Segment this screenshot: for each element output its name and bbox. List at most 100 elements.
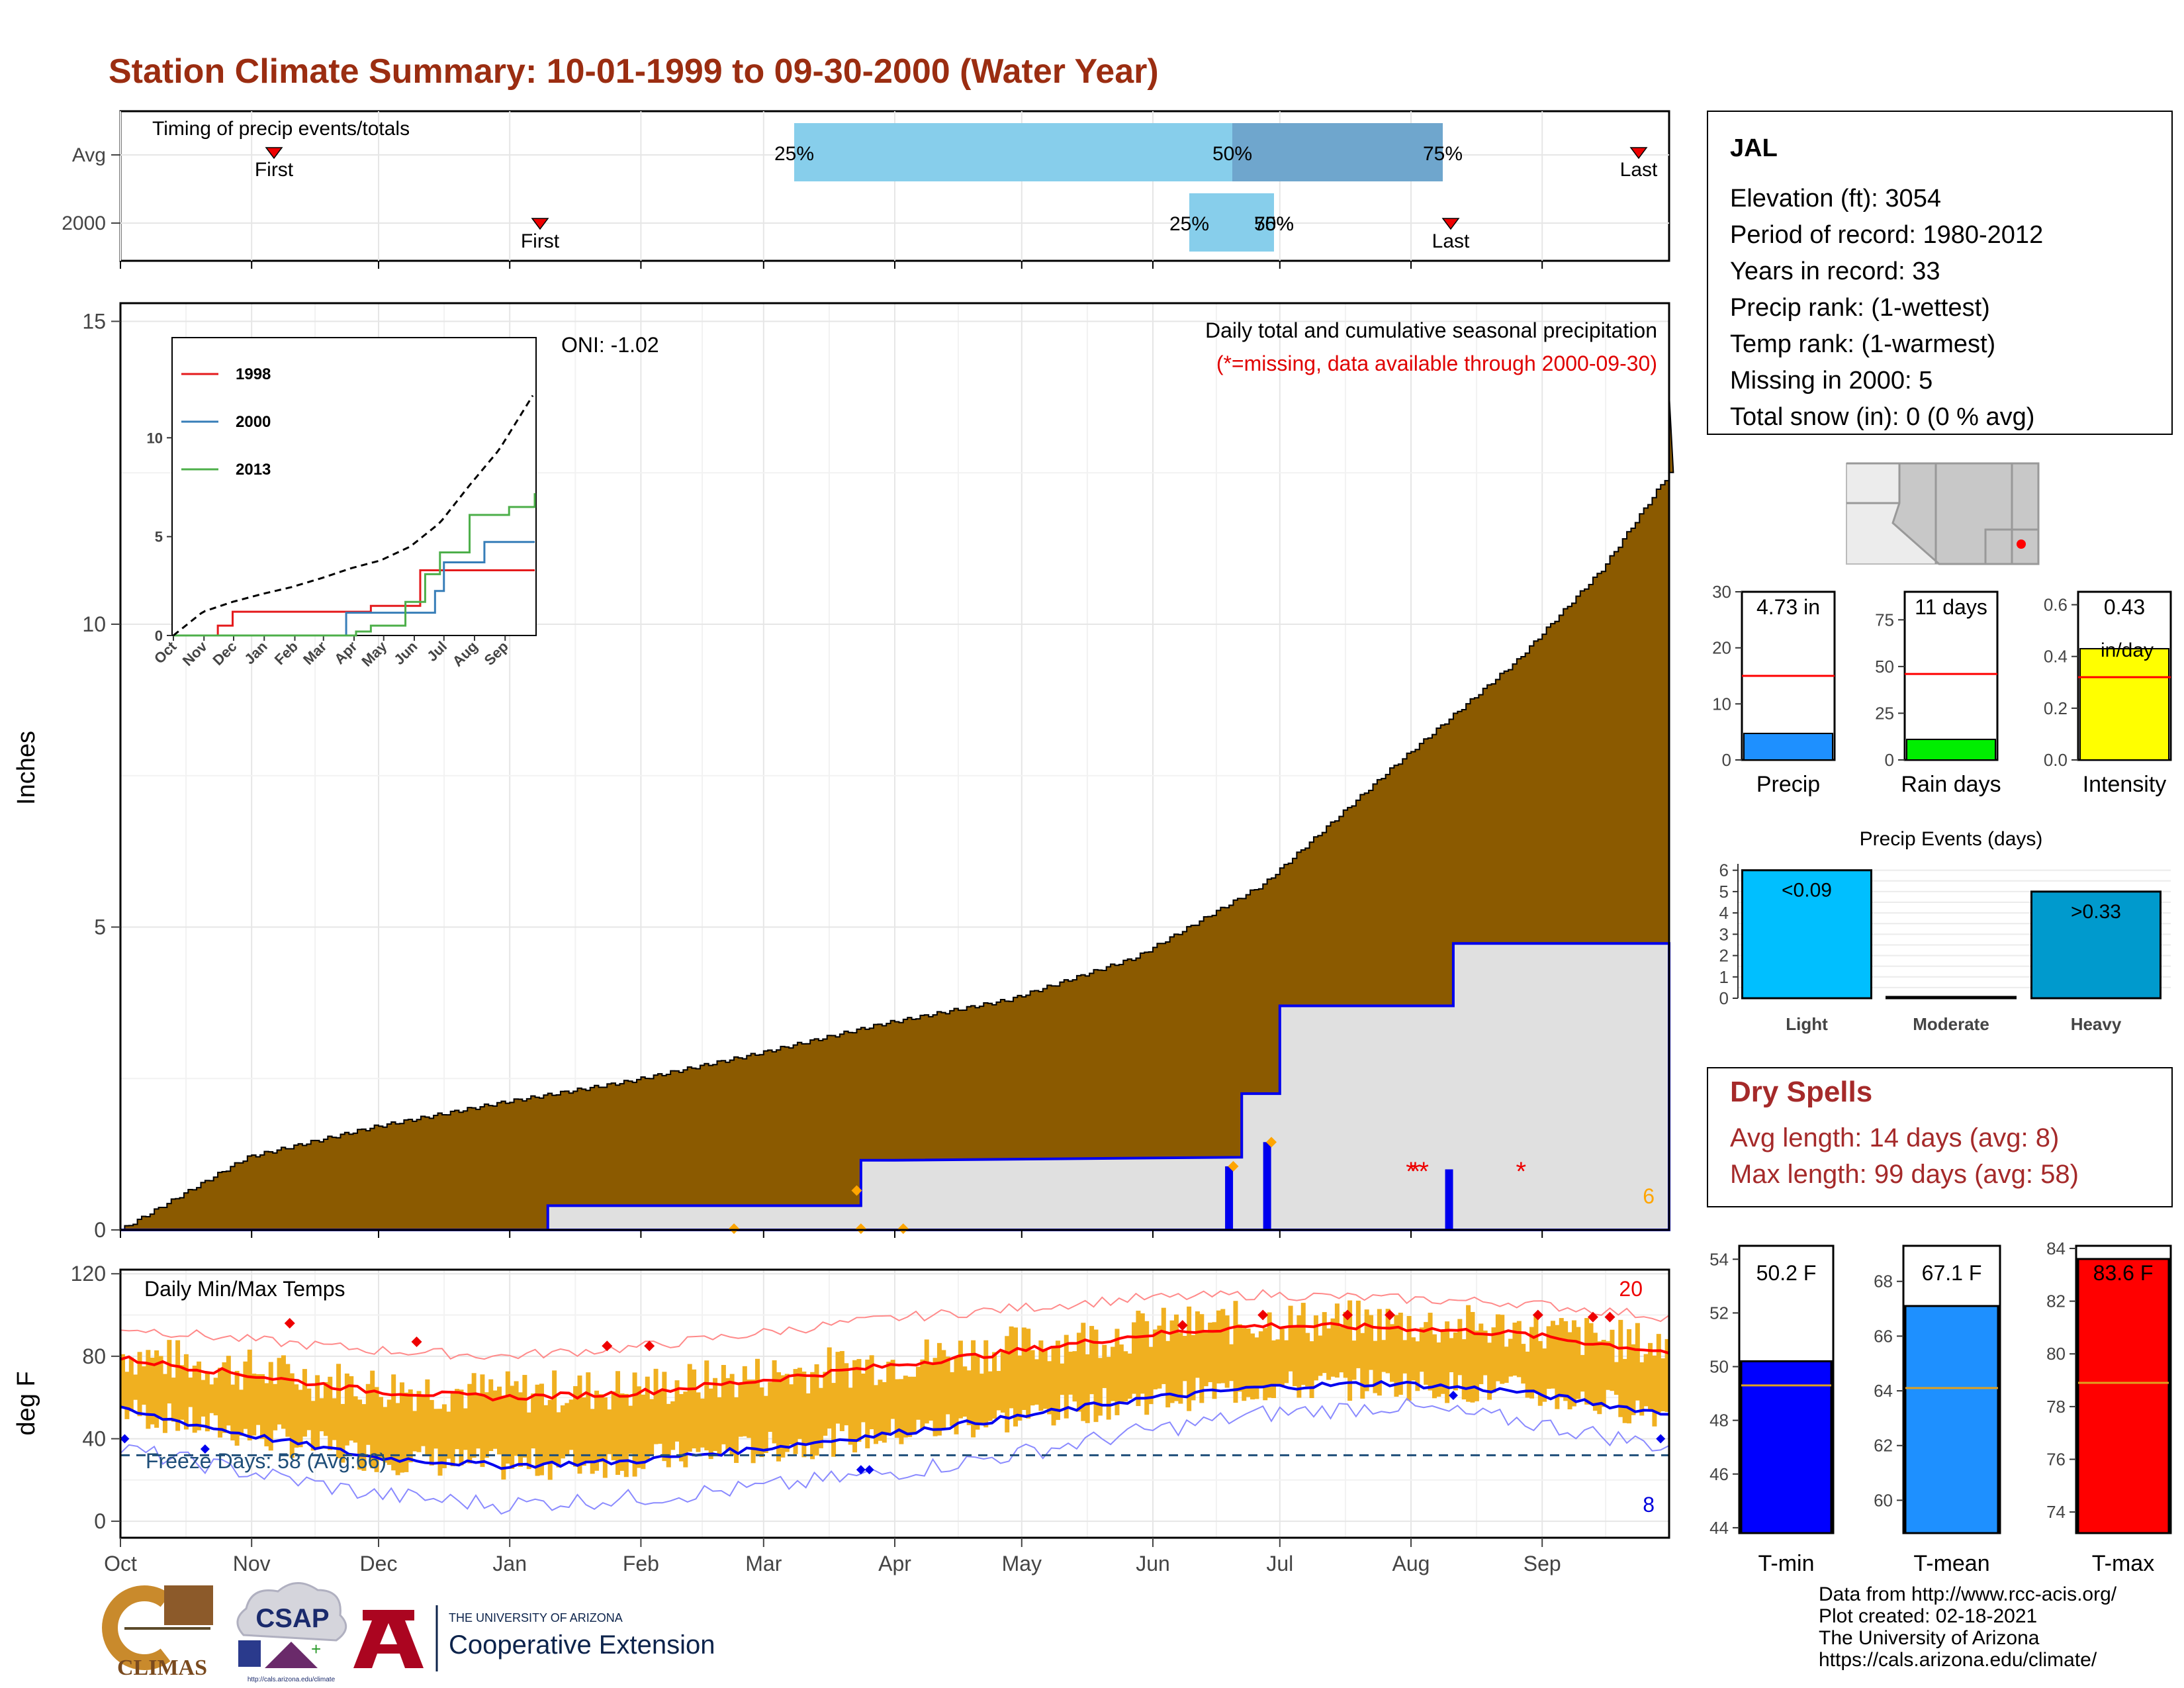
daily-temp-range (1106, 1356, 1111, 1420)
daily-temp-range (1288, 1305, 1293, 1372)
daily-temp-range (1402, 1340, 1408, 1374)
temp-summary-ytick: 46 (1709, 1464, 1729, 1484)
daily-temp-range (1182, 1336, 1187, 1382)
daily-temp-range (349, 1376, 354, 1441)
daily-temp-range (1326, 1328, 1332, 1380)
daily-temp-range (336, 1364, 341, 1458)
daily-temp-range (197, 1361, 202, 1430)
station-line-elevation: Elevation (ft): 3054 (1730, 185, 1941, 212)
daily-temp-range (831, 1383, 837, 1457)
daily-temp-range (1529, 1327, 1535, 1399)
daily-temp-range (492, 1390, 498, 1449)
daily-temp-range (1157, 1325, 1162, 1389)
daily-temp-range (780, 1375, 786, 1458)
daily-temp-range (1491, 1327, 1496, 1393)
daily-temp-range (1297, 1315, 1302, 1398)
daily-precip-bar (1263, 1142, 1271, 1230)
daily-temp-range (162, 1374, 167, 1433)
events-ytick: 2 (1719, 946, 1729, 966)
dry-spells-max: Max length: 99 days (avg: 58) (1730, 1160, 2079, 1189)
daily-temp-range (395, 1403, 400, 1476)
daily-temp-range (983, 1340, 989, 1428)
daily-temp-range (878, 1380, 883, 1441)
daily-temp-range (1051, 1347, 1056, 1426)
temp-summary-label: T-min (1758, 1551, 1815, 1576)
temp-summary-ytick: 74 (2046, 1502, 2066, 1522)
daily-temp-range (903, 1376, 908, 1438)
daily-temp-range (971, 1340, 976, 1438)
daily-temp-range (1195, 1311, 1200, 1378)
daily-temp-range (323, 1382, 328, 1436)
daily-temp-range (856, 1358, 862, 1442)
temp-summary-ytick: 52 (1709, 1303, 1729, 1323)
footer-credits: Data from http://www.rcc-acis.org/ Plot … (1819, 1583, 2176, 1671)
daily-temp-range (818, 1387, 823, 1448)
daily-temp-range (226, 1356, 231, 1426)
record-high-marker (1257, 1309, 1269, 1321)
daily-temp-range (285, 1364, 291, 1437)
daily-temp-range (666, 1403, 671, 1468)
dry-spells-box: Dry Spells Avg length: 14 days (avg: 8) … (1707, 1067, 2173, 1207)
daily-temp-range (192, 1365, 197, 1433)
daily-temp-range (154, 1350, 159, 1428)
daily-temp-range (793, 1369, 798, 1454)
daily-temp-range (839, 1350, 844, 1431)
daily-temp-range (929, 1363, 934, 1421)
daily-temp-range (365, 1383, 371, 1445)
daily-temp-range (408, 1389, 413, 1463)
daily-temp-range (171, 1378, 176, 1422)
daily-temp-range (602, 1397, 608, 1478)
daily-temp-range (1479, 1323, 1484, 1385)
events-ytick: 6 (1719, 861, 1729, 880)
daily-temp-range (1076, 1333, 1081, 1412)
daily-temp-range (747, 1380, 752, 1438)
daily-temp-range (510, 1385, 515, 1469)
climas-logo-text: CLIMAS (117, 1656, 207, 1680)
precip-ylabel: Inches (13, 731, 40, 805)
daily-temp-range (950, 1372, 955, 1427)
daily-temp-range (467, 1383, 473, 1464)
daily-temp-range (497, 1386, 502, 1455)
daily-temp-range (1440, 1330, 1445, 1394)
daily-temp-range (1580, 1354, 1585, 1392)
daily-temp-range (239, 1389, 244, 1436)
missing-marker: * (1410, 1157, 1421, 1186)
missing-marker: * (1406, 1157, 1416, 1186)
daily-temp-range (1508, 1338, 1514, 1377)
record-high-marker (602, 1340, 613, 1352)
daily-temp-range (137, 1352, 142, 1417)
daily-temp-range (484, 1392, 489, 1458)
daily-temp-range (1428, 1313, 1433, 1391)
cumulative-2000-area (120, 942, 1670, 1231)
daily-temp-range (150, 1358, 155, 1425)
ua-small-text: THE UNIVERSITY OF ARIZONA (449, 1611, 623, 1624)
daily-temp-range (1284, 1340, 1289, 1383)
missing-marker: * (1516, 1157, 1526, 1186)
daily-temp-range (1576, 1327, 1581, 1399)
daily-temp-range (1093, 1329, 1099, 1423)
daily-temp-range (738, 1383, 743, 1437)
daily-temp-range (315, 1375, 320, 1449)
precip-ytick: 15 (82, 309, 106, 333)
inset-average-line (173, 395, 534, 637)
daily-temp-range (383, 1407, 388, 1463)
daily-temp-range (1351, 1340, 1357, 1380)
month-tick: Aug (1392, 1552, 1430, 1575)
precip-summary-bar (1743, 732, 1833, 761)
daily-precip-bar (1445, 1169, 1453, 1230)
daily-temp-range (958, 1340, 963, 1419)
temp-summary-label: T-max (2092, 1551, 2154, 1576)
daily-temp-range (209, 1384, 214, 1413)
footer-line-data-source: Data from http://www.rcc-acis.org/ (1819, 1583, 2117, 1605)
daily-temp-range (874, 1385, 879, 1444)
daily-temp-range (1398, 1313, 1403, 1395)
daily-temp-range (1258, 1331, 1263, 1388)
daily-temp-range (1643, 1354, 1649, 1407)
daily-temp-range (657, 1391, 662, 1444)
daily-temp-range (1512, 1323, 1518, 1376)
precip-summary-ytick: 50 (1875, 657, 1894, 677)
freeze-days: Freeze Days: 58 (Avg:66) (146, 1449, 387, 1473)
daily-temp-range (1140, 1313, 1145, 1394)
daily-temp-range (1013, 1327, 1019, 1427)
